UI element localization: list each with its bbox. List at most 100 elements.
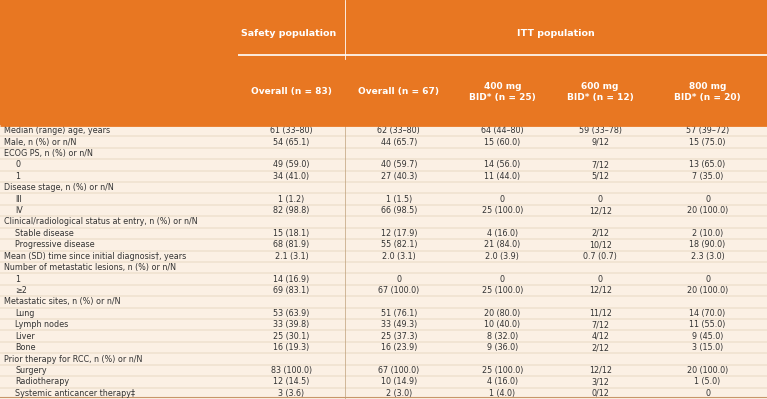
Text: 69 (83.1): 69 (83.1) — [273, 286, 310, 295]
Text: 33 (49.3): 33 (49.3) — [380, 320, 417, 329]
Text: Overall (n = 83): Overall (n = 83) — [251, 87, 332, 97]
Text: 7/12: 7/12 — [591, 320, 609, 329]
Text: 9 (45.0): 9 (45.0) — [692, 332, 723, 341]
Text: 54 (65.1): 54 (65.1) — [273, 138, 310, 146]
Text: 25 (100.0): 25 (100.0) — [482, 366, 523, 375]
Text: 3 (15.0): 3 (15.0) — [692, 343, 723, 352]
Text: 59 (33–78): 59 (33–78) — [578, 126, 622, 135]
Text: 2.0 (3.1): 2.0 (3.1) — [382, 252, 416, 261]
Text: 18 (90.0): 18 (90.0) — [690, 240, 726, 249]
Text: Progressive disease: Progressive disease — [15, 240, 95, 249]
Text: 1 (1.2): 1 (1.2) — [278, 195, 304, 203]
Text: 53 (63.9): 53 (63.9) — [273, 309, 310, 318]
Text: 2/12: 2/12 — [591, 229, 609, 238]
Text: 2/12: 2/12 — [591, 343, 609, 352]
Text: Safety population: Safety population — [241, 29, 336, 38]
Text: ITT population: ITT population — [517, 29, 595, 38]
Text: Number of metastatic lesions, n (%) or n/N: Number of metastatic lesions, n (%) or n… — [4, 263, 176, 272]
Text: 20 (100.0): 20 (100.0) — [687, 206, 728, 215]
Text: Lymph nodes: Lymph nodes — [15, 320, 68, 329]
Text: Systemic anticancer therapy‡: Systemic anticancer therapy‡ — [15, 389, 135, 398]
Text: 3 (3.6): 3 (3.6) — [278, 389, 304, 398]
Text: 4 (16.0): 4 (16.0) — [487, 377, 518, 386]
Text: 7/12: 7/12 — [591, 160, 609, 169]
Text: 66 (98.5): 66 (98.5) — [380, 206, 417, 215]
Text: 0: 0 — [705, 275, 710, 284]
Text: Surgery: Surgery — [15, 366, 47, 375]
Text: 20 (100.0): 20 (100.0) — [687, 366, 728, 375]
Text: 8 (32.0): 8 (32.0) — [487, 332, 518, 341]
Text: 10 (14.9): 10 (14.9) — [380, 377, 417, 386]
Text: 0: 0 — [15, 160, 21, 169]
Text: 2.1 (3.1): 2.1 (3.1) — [275, 252, 308, 261]
Text: Mean (SD) time since initial diagnosis†, years: Mean (SD) time since initial diagnosis†,… — [4, 252, 186, 261]
Text: Radiotherapy: Radiotherapy — [15, 377, 70, 386]
Text: 25 (100.0): 25 (100.0) — [482, 286, 523, 295]
Text: 7 (35.0): 7 (35.0) — [692, 172, 723, 181]
Text: 14 (56.0): 14 (56.0) — [484, 160, 521, 169]
Text: 33 (39.8): 33 (39.8) — [273, 320, 310, 329]
Text: 67 (100.0): 67 (100.0) — [378, 366, 420, 375]
Text: 57 (39–72): 57 (39–72) — [686, 126, 729, 135]
Text: 61 (33–80): 61 (33–80) — [270, 126, 313, 135]
Text: 9/12: 9/12 — [591, 138, 609, 146]
Text: Clinical/radiological status at entry, n (%) or n/N: Clinical/radiological status at entry, n… — [4, 217, 197, 227]
Text: 0: 0 — [705, 389, 710, 398]
Text: 3/12: 3/12 — [591, 377, 609, 386]
Text: 0.7 (0.7): 0.7 (0.7) — [583, 252, 617, 261]
Text: 1 (4.0): 1 (4.0) — [489, 389, 515, 398]
Text: 55 (82.1): 55 (82.1) — [380, 240, 417, 249]
Text: 1: 1 — [15, 172, 21, 181]
Text: 0: 0 — [705, 195, 710, 203]
Text: 9 (36.0): 9 (36.0) — [487, 343, 518, 352]
Text: 49 (59.0): 49 (59.0) — [273, 160, 310, 169]
Text: Overall (n = 67): Overall (n = 67) — [358, 87, 439, 97]
Bar — [0, 0, 767, 125]
Text: 11 (55.0): 11 (55.0) — [690, 320, 726, 329]
Text: 15 (18.1): 15 (18.1) — [273, 229, 310, 238]
Text: 10/12: 10/12 — [589, 240, 611, 249]
Text: 0: 0 — [397, 275, 401, 284]
Text: Disease stage, n (%) or n/N: Disease stage, n (%) or n/N — [4, 183, 114, 192]
Text: 11/12: 11/12 — [589, 309, 611, 318]
Text: 2.3 (3.0): 2.3 (3.0) — [690, 252, 725, 261]
Text: Liver: Liver — [15, 332, 35, 341]
Text: ≥2: ≥2 — [15, 286, 27, 295]
Text: 20 (100.0): 20 (100.0) — [687, 286, 728, 295]
Text: 2 (3.0): 2 (3.0) — [386, 389, 412, 398]
Text: 12 (17.9): 12 (17.9) — [380, 229, 417, 238]
Text: IV: IV — [15, 206, 23, 215]
Text: ECOG PS, n (%) or n/N: ECOG PS, n (%) or n/N — [4, 149, 93, 158]
Text: 12/12: 12/12 — [589, 206, 611, 215]
Text: 20 (80.0): 20 (80.0) — [484, 309, 521, 318]
Text: 10 (40.0): 10 (40.0) — [484, 320, 521, 329]
Text: 12/12: 12/12 — [589, 286, 611, 295]
Text: 14 (70.0): 14 (70.0) — [690, 309, 726, 318]
Text: 27 (40.3): 27 (40.3) — [380, 172, 417, 181]
Text: 16 (19.3): 16 (19.3) — [273, 343, 310, 352]
Text: 34 (41.0): 34 (41.0) — [273, 172, 310, 181]
Text: 82 (98.8): 82 (98.8) — [273, 206, 310, 215]
Text: 600 mg
BID* (n = 12): 600 mg BID* (n = 12) — [567, 82, 634, 102]
Text: 68 (81.9): 68 (81.9) — [273, 240, 310, 249]
Text: 62 (33–80): 62 (33–80) — [377, 126, 420, 135]
Text: Male, n (%) or n/N: Male, n (%) or n/N — [4, 138, 76, 146]
Text: Bone: Bone — [15, 343, 36, 352]
Text: 0: 0 — [597, 275, 603, 284]
Text: Lung: Lung — [15, 309, 35, 318]
Text: Stable disease: Stable disease — [15, 229, 74, 238]
Text: Metastatic sites, n (%) or n/N: Metastatic sites, n (%) or n/N — [4, 297, 120, 306]
Text: 25 (37.3): 25 (37.3) — [380, 332, 417, 341]
Text: 4 (16.0): 4 (16.0) — [487, 229, 518, 238]
Text: 0: 0 — [500, 195, 505, 203]
Text: 2.0 (3.9): 2.0 (3.9) — [486, 252, 519, 261]
Text: Median (range) age, years: Median (range) age, years — [4, 126, 110, 135]
Text: 21 (84.0): 21 (84.0) — [484, 240, 521, 249]
Text: 4/12: 4/12 — [591, 332, 609, 341]
Text: 25 (30.1): 25 (30.1) — [273, 332, 310, 341]
Text: 15 (60.0): 15 (60.0) — [484, 138, 521, 146]
Text: III: III — [15, 195, 22, 203]
Text: 12/12: 12/12 — [589, 366, 611, 375]
Text: 14 (16.9): 14 (16.9) — [273, 275, 310, 284]
Text: 1: 1 — [15, 275, 21, 284]
